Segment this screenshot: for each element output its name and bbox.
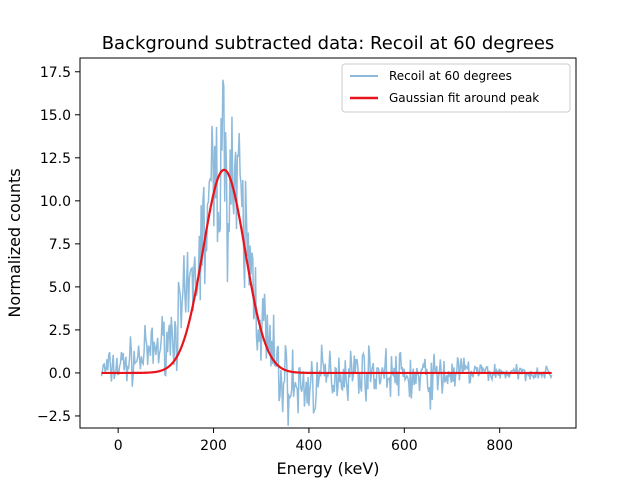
y-axis-label: Normalized counts	[5, 168, 24, 317]
y-tick-label: 15.0	[40, 108, 71, 124]
y-tick-label: 2.5	[49, 323, 71, 339]
legend-label-data: Recoil at 60 degrees	[389, 69, 512, 83]
x-axis-ticks: 0 200 400 600 800	[114, 428, 513, 454]
y-tick-label: 12.5	[40, 151, 71, 167]
plot-area	[79, 57, 577, 429]
series-line-fit	[101, 168, 552, 375]
legend: Recoil at 60 degrees Gaussian fit around…	[341, 63, 571, 113]
x-tick-label: 0	[114, 438, 123, 454]
y-tick-label: 5.0	[49, 280, 71, 296]
chart-title: Background subtracted data: Recoil at 60…	[102, 33, 555, 54]
legend-box	[341, 63, 571, 113]
y-tick-label: 0.0	[49, 366, 71, 382]
legend-label-fit: Gaussian fit around peak	[389, 91, 539, 105]
series-line-data	[100, 79, 553, 426]
y-tick-label: 10.0	[40, 194, 71, 210]
y-tick-label: 7.5	[49, 237, 71, 253]
x-tick-label: 600	[391, 438, 418, 454]
x-tick-label: 800	[486, 438, 513, 454]
y-axis-ticks: −2.5 0.0 2.5 5.0 7.5 10.0 12.5 15.0 17.5	[37, 65, 80, 425]
plot-frame	[79, 57, 577, 429]
y-tick-label: −2.5	[37, 409, 71, 425]
x-axis-label: Energy (keV)	[276, 459, 379, 478]
x-tick-label: 200	[200, 438, 227, 454]
y-tick-label: 17.5	[40, 65, 71, 81]
x-tick-label: 400	[296, 438, 323, 454]
